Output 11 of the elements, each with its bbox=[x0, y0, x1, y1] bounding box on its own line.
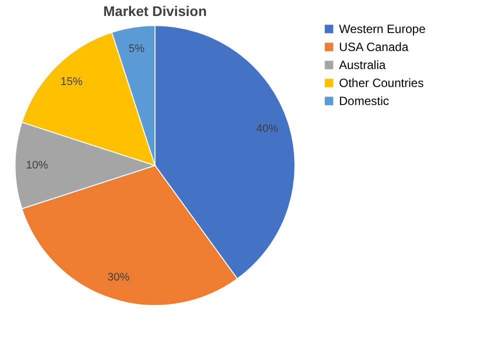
legend-label: Western Europe bbox=[339, 22, 426, 36]
legend-label: Other Countries bbox=[339, 76, 424, 90]
data-label: 15% bbox=[60, 76, 83, 88]
data-label: 5% bbox=[128, 42, 145, 55]
legend-label: Australia bbox=[339, 58, 386, 72]
data-label: 40% bbox=[256, 123, 278, 136]
data-label: 10% bbox=[26, 160, 48, 172]
data-label: 30% bbox=[108, 272, 130, 284]
legend-label: Domestic bbox=[339, 94, 390, 108]
legend-label: USA Canada bbox=[339, 40, 409, 54]
chart-title: Market Division bbox=[103, 3, 207, 19]
